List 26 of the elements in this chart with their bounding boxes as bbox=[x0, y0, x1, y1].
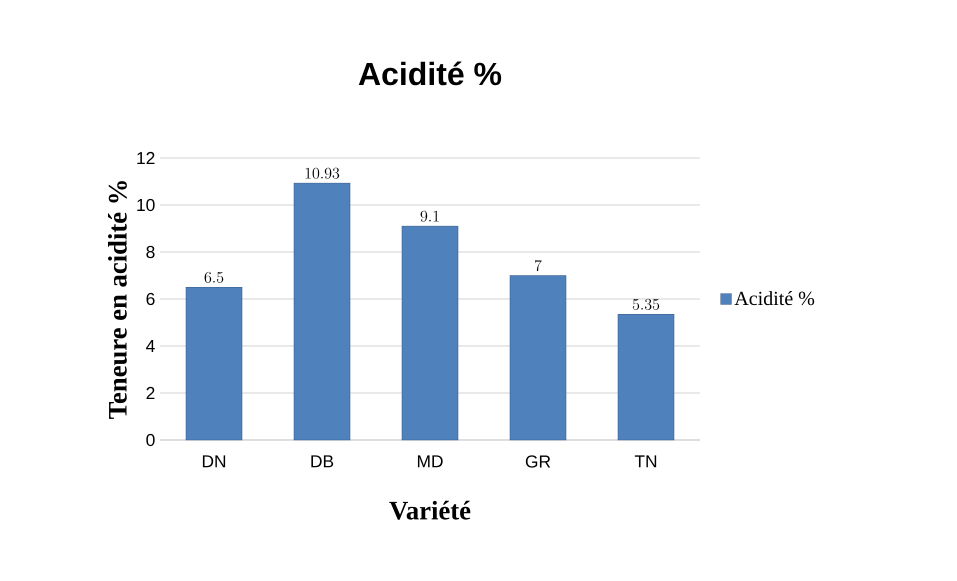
y-tick-label: 4 bbox=[146, 340, 155, 352]
bar bbox=[618, 314, 674, 440]
data-label: 6.5 bbox=[204, 272, 224, 283]
chart-title: Acidité % bbox=[358, 62, 502, 86]
y-tick-label: 6 bbox=[146, 292, 155, 306]
x-tick-label: TN bbox=[634, 455, 656, 468]
x-tick-label: DB bbox=[311, 455, 334, 468]
legend-label: Acidité % bbox=[734, 291, 814, 306]
x-axis-title: Variété bbox=[389, 500, 470, 520]
data-label: 7 bbox=[534, 260, 542, 272]
x-tick-label: MD bbox=[418, 455, 443, 468]
data-label: 10.93 bbox=[306, 168, 340, 179]
bar bbox=[510, 275, 566, 440]
y-tick-label: 8 bbox=[146, 246, 155, 258]
data-label: 9. 1 bbox=[420, 210, 439, 222]
bar bbox=[294, 182, 350, 440]
y-axis-title: Teneure en acidité % bbox=[108, 181, 127, 419]
x-tick-label: GR bbox=[526, 455, 550, 468]
x-tick-label: DN bbox=[202, 455, 226, 468]
y-tick-label: 12 bbox=[137, 152, 154, 164]
bar bbox=[402, 226, 458, 440]
y-tick-label: 0 bbox=[146, 434, 155, 446]
bar bbox=[186, 286, 242, 440]
y-tick-label: 2 bbox=[146, 386, 154, 400]
data-label: 5.35 bbox=[632, 298, 660, 310]
y-tick-label: 10 bbox=[137, 198, 155, 212]
